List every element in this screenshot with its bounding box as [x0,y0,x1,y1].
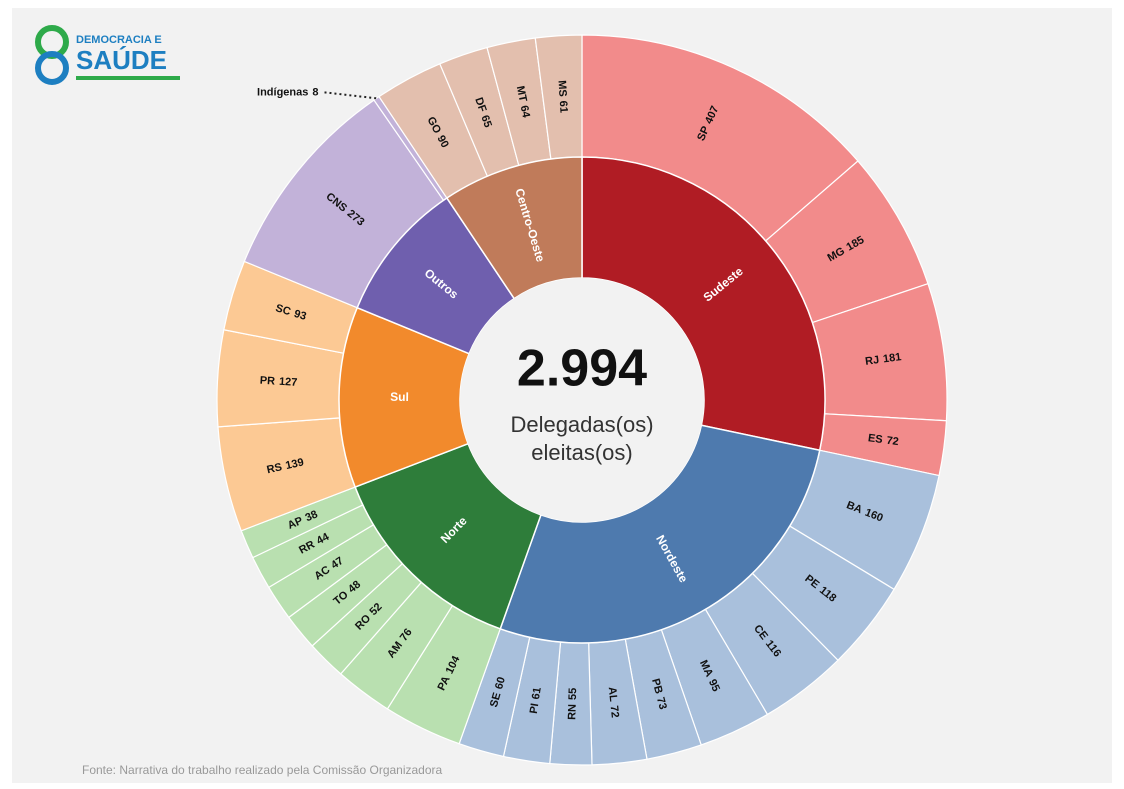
outer-label-part: 127 [279,376,298,389]
outer-label: PI 61 [528,686,544,714]
outer-label: RS139 [266,456,305,476]
outer-label-part: 55 [567,688,579,701]
outer-label-part: 73 [654,696,669,711]
outer-label-part: SC [274,302,292,318]
outer-label: MS 61 [556,80,570,113]
source-note: Fonte: Narrativa do trabalho realizado p… [82,763,443,777]
outer-label: MT64 [514,85,532,120]
outer-label-part: RN [566,704,578,720]
outer-label-part: MS [556,80,569,97]
outer-label: AL 72 [606,686,621,718]
outer-label-part: BA [845,499,864,516]
center-hole [460,278,704,522]
logo: DEMOCRACIA E SAÚDE [35,25,180,85]
outer-label-part: 72 [886,435,900,449]
outer-label: SE60 [488,676,508,709]
inner-label-part: Sul [390,390,409,404]
outer-label-part: RS [266,461,284,476]
outer-label-part: 65 [478,114,493,129]
inner-label: Sul [390,390,409,404]
outer-label-part: 64 [518,104,532,119]
outer-label-part: 8 [312,86,318,98]
outer-label-part: 60 [493,676,508,691]
outer-label-part: AL [606,686,619,702]
outer-label: RN 55 [566,688,579,720]
outer-label-part: PI [528,702,541,714]
center-caption: Delegadas(os) [510,412,653,437]
outer-label-part: 139 [284,456,305,472]
outer-label-part: 61 [530,686,544,700]
outer-label-part: 61 [557,100,570,113]
outer-label-part: 93 [293,308,308,323]
outer-label: Indígenas 8 [257,86,318,98]
outer-label: PB73 [649,677,669,711]
outer-label-part: 76 [398,626,415,643]
outer-label: DF65 [472,96,493,129]
outer-label-part: PB [649,677,664,695]
outer-label-part: 72 [608,705,621,718]
outer-label-part: ES [867,432,883,446]
outer-label-part: DF [472,96,488,114]
outer-label-part: RJ [864,354,880,368]
outer-label-part: 38 [304,508,320,524]
logo-ring [35,51,69,85]
center-caption: eleitas(os) [531,440,632,465]
outer-label-part: PR [259,375,275,388]
outer-label: PR 127 [259,375,297,389]
leader-line [324,91,377,100]
outer-label-part: 90 [435,133,451,149]
outer-label: RJ 181 [864,351,902,368]
outer-label-part: MT [514,85,529,103]
outer-label-part: SE [488,691,504,708]
outer-label-part: 48 [346,579,363,596]
outer-label-part: SP [695,124,712,142]
logo-text: DEMOCRACIA E [76,34,162,46]
outer-label: SC93 [274,302,308,323]
logo-bar [76,76,180,80]
outer-label-part: 95 [706,677,722,693]
outer-label-part: Indígenas [257,86,308,98]
outer-label: AP38 [286,508,320,531]
outer-label-part: 181 [882,351,902,365]
outer-label-part: 47 [329,555,346,572]
outer-label: ES 72 [867,432,899,448]
outer-label-part: AP [286,515,305,532]
outer-label-part: PA [435,674,452,692]
center-total: 2.994 [517,340,647,398]
logo-text: SAÚDE [76,45,167,75]
